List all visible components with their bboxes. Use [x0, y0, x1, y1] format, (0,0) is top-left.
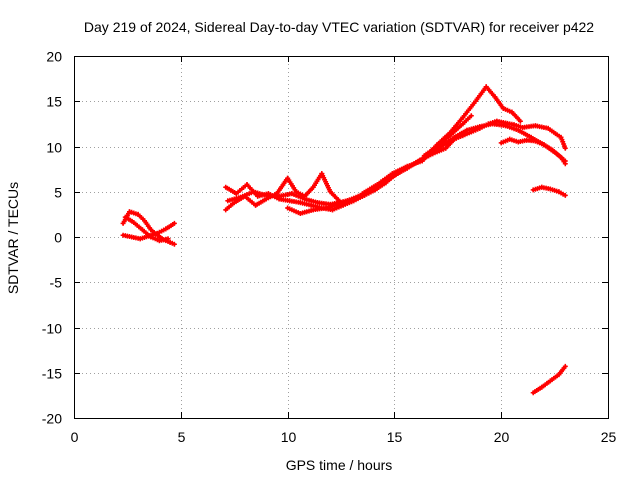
data-point: [517, 118, 523, 124]
x-tick-label: 10: [281, 429, 297, 445]
series-line: [286, 122, 567, 215]
data-point: [468, 113, 474, 119]
y-tick-label: -5: [50, 275, 63, 291]
y-tick-label: -20: [42, 411, 62, 427]
y-tick-label: 5: [54, 185, 62, 201]
x-tick-label: 0: [71, 429, 79, 445]
y-axis-title: SDTVAR / TECUs: [5, 182, 21, 294]
y-tick-label: -15: [42, 366, 62, 382]
data-point: [171, 220, 177, 226]
data-point: [562, 161, 568, 167]
data-point: [562, 145, 568, 151]
y-tick-label: 15: [46, 94, 62, 110]
series-track-i: [391, 118, 568, 178]
series-track-c: [122, 214, 171, 244]
series-track-l: [530, 184, 568, 198]
x-axis-title: GPS time / hours: [286, 457, 393, 473]
x-tick-label: 5: [178, 429, 186, 445]
data-series: [120, 84, 568, 396]
chart-title: Day 219 of 2024, Sidereal Day-to-day VTE…: [84, 19, 594, 35]
data-point: [562, 192, 568, 198]
x-tick-label: 20: [494, 429, 510, 445]
x-tick-label: 25: [601, 429, 617, 445]
y-tick-label: 10: [46, 140, 62, 156]
y-tick-label: 0: [54, 230, 62, 246]
data-point: [165, 236, 171, 242]
series-track-k: [498, 136, 568, 167]
data-point: [562, 363, 568, 369]
grid: [74, 56, 608, 418]
x-tick-labels: 0 5 10 15 20 25: [71, 429, 617, 445]
y-tick-label: 20: [46, 49, 62, 65]
x-tick-label: 15: [387, 429, 403, 445]
series-track-j: [421, 113, 474, 159]
y-tick-label: -10: [42, 321, 62, 337]
plot-frame: [74, 56, 609, 419]
series-track-m: [530, 363, 568, 396]
y-tick-labels: -20 -15 -10 -5 0 5 10 15 20: [42, 49, 62, 427]
data-point: [171, 241, 177, 247]
